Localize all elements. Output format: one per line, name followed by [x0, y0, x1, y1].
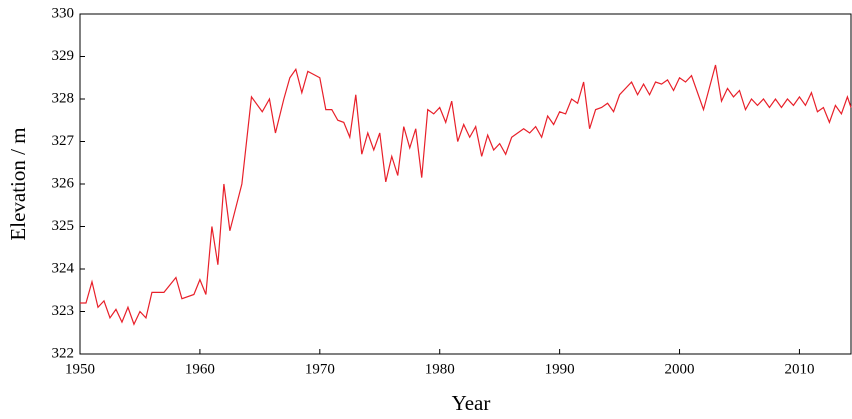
y-tick-label: 323: [52, 303, 75, 319]
y-tick-label: 324: [52, 260, 75, 276]
y-tick-label: 322: [52, 345, 75, 361]
y-tick-label: 325: [52, 218, 75, 234]
y-tick-label: 326: [52, 175, 75, 191]
x-tick-label: 1960: [185, 361, 215, 377]
y-axis-label: Elevation / m: [6, 127, 30, 240]
y-tick-label: 328: [52, 90, 75, 106]
x-tick-label: 1950: [65, 361, 95, 377]
x-tick-label: 2010: [784, 361, 814, 377]
x-tick-label: 1990: [545, 361, 575, 377]
y-tick-label: 327: [52, 133, 75, 149]
data-line: [80, 64, 852, 326]
y-tick-label: 329: [52, 48, 75, 64]
x-tick-label: 1980: [425, 361, 455, 377]
plot-frame: [79, 13, 852, 355]
y-tick-label: 330: [52, 5, 75, 21]
x-tick-label: 1970: [305, 361, 335, 377]
x-axis-label: Year: [452, 391, 491, 415]
x-tick-label: 2000: [665, 361, 695, 377]
